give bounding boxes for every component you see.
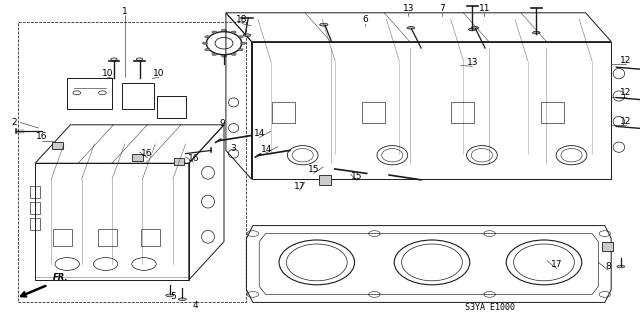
Ellipse shape	[212, 53, 217, 55]
Ellipse shape	[238, 36, 243, 38]
Bar	[451, 102, 474, 123]
Text: 15: 15	[308, 165, 319, 174]
Bar	[319, 175, 331, 185]
Ellipse shape	[221, 55, 227, 57]
Ellipse shape	[166, 294, 173, 297]
Text: 16: 16	[141, 149, 153, 158]
Bar	[52, 142, 63, 149]
Text: 13: 13	[403, 4, 414, 13]
Bar	[541, 102, 564, 123]
Text: 12: 12	[620, 56, 632, 65]
Ellipse shape	[179, 298, 186, 300]
Text: 10: 10	[153, 69, 164, 78]
Ellipse shape	[471, 27, 479, 29]
Bar	[141, 229, 160, 246]
Ellipse shape	[407, 27, 415, 29]
Bar	[30, 186, 40, 198]
Ellipse shape	[238, 48, 243, 51]
Text: 10: 10	[102, 69, 113, 78]
Bar	[30, 202, 40, 214]
Ellipse shape	[111, 58, 117, 60]
Text: 16: 16	[188, 154, 199, 163]
Text: S3YA E1000: S3YA E1000	[465, 303, 515, 312]
Ellipse shape	[468, 28, 476, 31]
Text: 12: 12	[620, 88, 632, 97]
Ellipse shape	[231, 53, 236, 55]
Text: 9: 9	[220, 119, 225, 128]
Bar	[272, 102, 295, 123]
Ellipse shape	[243, 34, 251, 36]
Text: 14: 14	[260, 145, 272, 154]
Text: FR.: FR.	[52, 273, 68, 282]
Text: 6: 6	[362, 15, 367, 24]
Text: 18: 18	[236, 15, 248, 24]
Text: 15: 15	[351, 172, 363, 181]
Bar	[602, 242, 613, 251]
Bar	[362, 102, 385, 123]
Text: 8: 8	[605, 262, 611, 271]
Text: 3: 3	[231, 144, 236, 153]
Ellipse shape	[136, 58, 143, 60]
Text: 1: 1	[122, 7, 127, 16]
Ellipse shape	[205, 48, 210, 51]
Ellipse shape	[231, 31, 236, 33]
Text: 11: 11	[479, 4, 490, 13]
Text: 17: 17	[294, 182, 305, 191]
Text: 13: 13	[467, 58, 478, 67]
Text: 16: 16	[36, 132, 47, 141]
Text: 4: 4	[193, 301, 198, 310]
Text: 7: 7	[439, 4, 444, 13]
Bar	[132, 154, 143, 161]
Text: 2: 2	[12, 118, 17, 127]
Ellipse shape	[320, 23, 328, 26]
Ellipse shape	[212, 31, 217, 33]
Ellipse shape	[532, 31, 540, 34]
Ellipse shape	[241, 42, 246, 44]
Ellipse shape	[202, 42, 207, 44]
Text: 17: 17	[551, 260, 563, 269]
Text: 5: 5	[170, 292, 175, 301]
Ellipse shape	[205, 36, 210, 38]
Bar	[174, 158, 184, 165]
Ellipse shape	[617, 265, 625, 268]
Text: 14: 14	[253, 129, 265, 138]
Bar	[53, 229, 72, 246]
Bar	[30, 218, 40, 230]
Ellipse shape	[221, 29, 227, 31]
Bar	[98, 229, 117, 246]
Text: 12: 12	[620, 117, 632, 126]
